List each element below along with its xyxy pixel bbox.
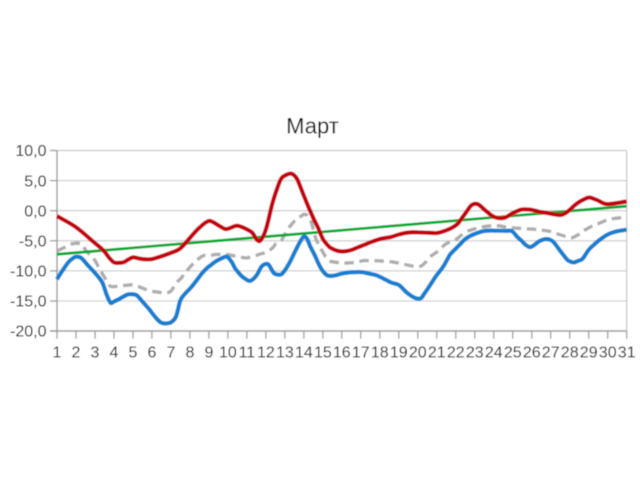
svg-text:12: 12 [257,345,275,362]
svg-text:10,0: 10,0 [15,143,46,160]
svg-text:1: 1 [53,345,62,362]
svg-text:4: 4 [110,345,119,362]
svg-text:18: 18 [371,345,389,362]
svg-text:21: 21 [428,345,446,362]
svg-text:-5,0: -5,0 [19,234,47,251]
svg-text:8: 8 [185,345,194,362]
svg-text:16: 16 [333,345,351,362]
svg-text:17: 17 [352,345,370,362]
svg-text:5,0: 5,0 [24,173,46,190]
svg-text:19: 19 [390,345,408,362]
svg-text:27: 27 [542,345,560,362]
svg-text:28: 28 [561,345,579,362]
svg-text:-20,0: -20,0 [10,324,47,341]
svg-text:-10,0: -10,0 [10,264,47,281]
svg-text:7: 7 [166,345,175,362]
svg-text:Март: Март [286,114,339,139]
svg-text:9: 9 [204,345,213,362]
svg-text:23: 23 [466,345,484,362]
svg-text:6: 6 [147,345,156,362]
svg-text:0,0: 0,0 [24,203,46,220]
svg-text:20: 20 [409,345,427,362]
svg-text:11: 11 [239,345,256,362]
svg-text:30: 30 [599,345,617,362]
svg-text:10: 10 [219,345,237,362]
svg-text:14: 14 [295,345,313,362]
svg-text:29: 29 [580,345,598,362]
svg-text:22: 22 [447,345,465,362]
svg-text:2: 2 [72,345,81,362]
svg-text:31: 31 [618,345,636,362]
svg-text:13: 13 [276,345,294,362]
svg-text:25: 25 [504,345,522,362]
svg-text:-15,0: -15,0 [10,294,47,311]
svg-text:26: 26 [523,345,541,362]
svg-text:15: 15 [314,345,332,362]
svg-text:3: 3 [91,345,100,362]
svg-text:5: 5 [129,345,138,362]
svg-text:24: 24 [485,345,503,362]
